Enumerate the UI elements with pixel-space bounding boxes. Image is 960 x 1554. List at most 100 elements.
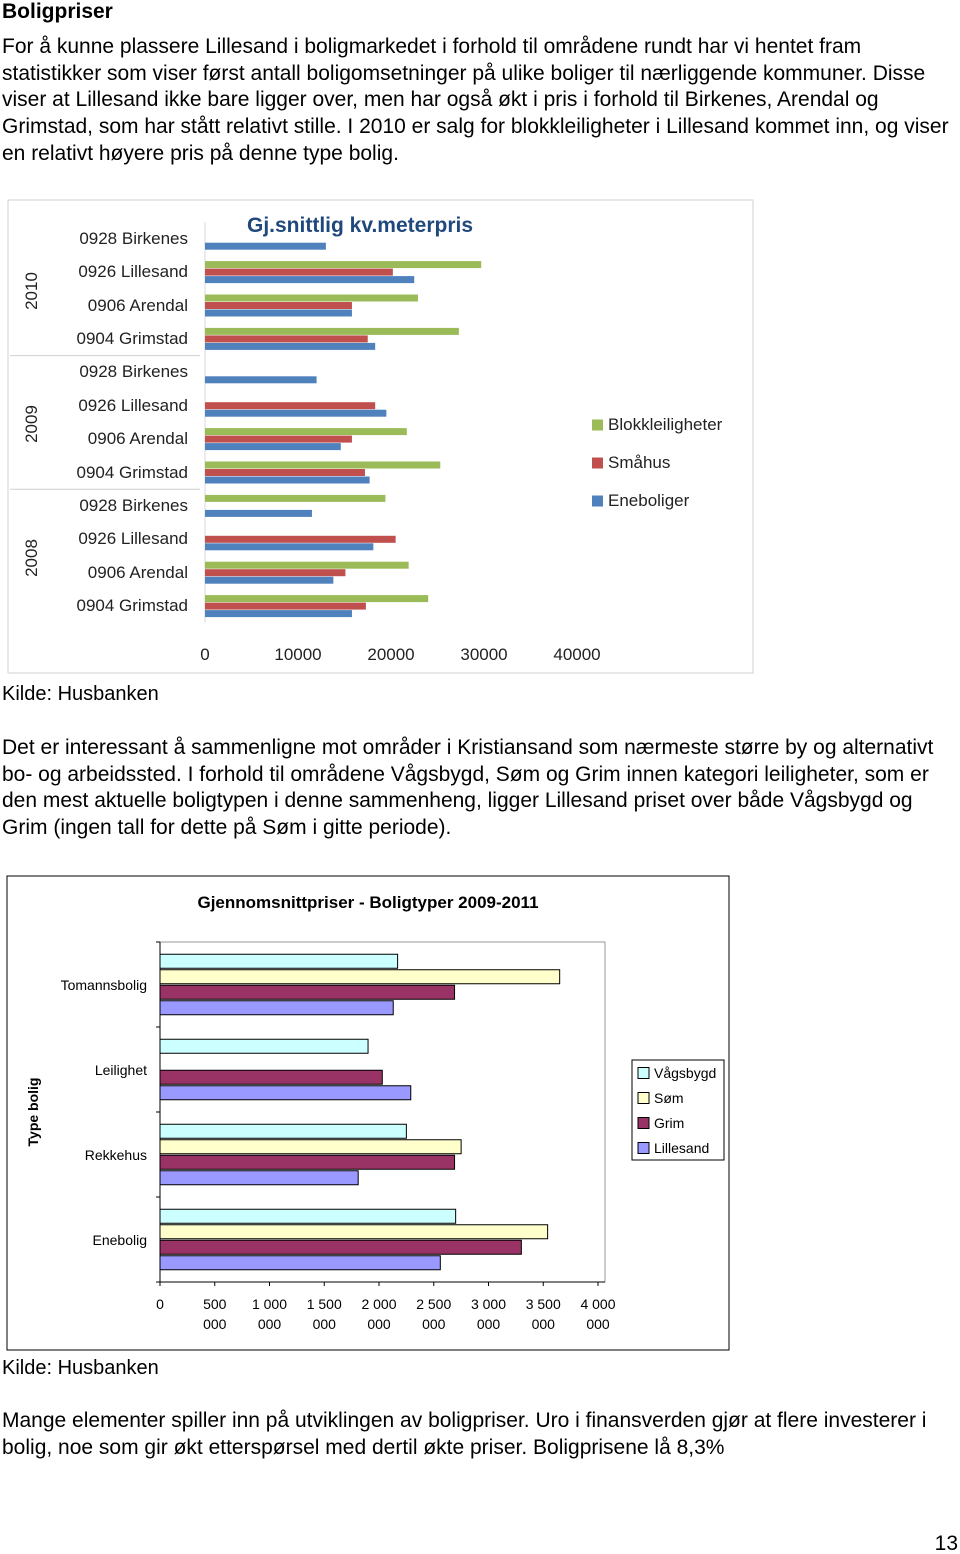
bar <box>205 342 376 350</box>
category-label: Leilighet <box>94 1061 147 1078</box>
group-label: 2009 <box>22 405 41 444</box>
group-label: 2008 <box>22 539 41 577</box>
category-label: 0928 Birkenes <box>79 495 188 515</box>
bar <box>159 969 561 985</box>
legend-swatch <box>592 419 603 431</box>
legend-swatch <box>637 1067 650 1079</box>
paragraph: Det er interessant å sammenligne mot omr… <box>2 736 934 840</box>
source: Kilde: Husbanken <box>2 683 159 705</box>
legend-swatch <box>592 495 603 507</box>
x-tick-label: 1 500 000 <box>306 1296 342 1332</box>
x-tick-label: 4 000 000 <box>580 1296 616 1332</box>
bar <box>159 1224 549 1240</box>
bar <box>205 469 365 476</box>
bar <box>205 494 386 502</box>
category-label: 0928 Birkenes <box>79 228 188 248</box>
legend-swatch <box>637 1142 650 1154</box>
bar <box>205 461 441 469</box>
bar <box>205 610 352 618</box>
legend-label: Søm <box>654 1090 684 1106</box>
category-label: 0926 Lillesand <box>78 529 188 549</box>
bar <box>205 476 370 484</box>
chart-border <box>6 875 730 1351</box>
bar <box>205 509 312 517</box>
bar <box>205 595 429 603</box>
bar <box>159 1085 412 1101</box>
chart-title: Gjennomsnittpriser - Boligtyper 2009-201… <box>197 893 539 912</box>
x-tick-label: 10000 <box>274 645 322 664</box>
bar <box>205 602 366 610</box>
legend-label: Grim <box>654 1115 685 1131</box>
legend-label: Eneboliger <box>608 491 690 510</box>
category-label: 0906 Arendal <box>87 562 188 582</box>
bar <box>159 984 456 1000</box>
bar <box>205 409 387 417</box>
bar <box>205 268 393 276</box>
bar <box>159 1139 462 1155</box>
bar <box>205 402 376 410</box>
bar <box>159 1208 457 1224</box>
x-tick-label: 0 <box>156 1296 164 1312</box>
x-tick-label: 20000 <box>367 645 415 664</box>
category-label: 0906 Arendal <box>87 295 188 315</box>
page-number: 13 <box>934 1532 958 1554</box>
bar <box>205 443 341 451</box>
x-tick-label: 30000 <box>460 645 508 664</box>
category-label: Tomannsbolig <box>60 976 147 993</box>
bar <box>205 335 368 343</box>
bar <box>159 1239 522 1255</box>
x-tick-label: 3 000 000 <box>470 1296 507 1332</box>
bar <box>205 376 317 384</box>
x-tick-label: 0 <box>200 645 210 664</box>
bar <box>205 302 352 309</box>
group-label: 2010 <box>22 271 41 310</box>
legend-label: Lillesand <box>654 1140 710 1156</box>
bar <box>159 1069 383 1085</box>
x-tick-label: 500 000 <box>203 1296 227 1332</box>
bar <box>159 1154 456 1170</box>
bar <box>205 561 409 569</box>
legend-label: Småhus <box>608 453 671 472</box>
legend-swatch <box>637 1092 650 1104</box>
x-tick-label: 3 500 000 <box>525 1296 561 1332</box>
bar <box>159 1255 441 1271</box>
bar <box>159 1170 359 1186</box>
category-label: 0904 Grimstad <box>76 328 189 348</box>
legend-box <box>631 1059 725 1161</box>
category-label: 0906 Arendal <box>87 429 188 449</box>
bar <box>205 428 407 436</box>
paragraph: For å kunne plassere Lillesand i boligma… <box>2 35 949 165</box>
legend-swatch <box>637 1117 650 1129</box>
chart-title: Gj.snittlig kv.meterpris <box>246 214 474 237</box>
bar <box>205 435 352 443</box>
bar <box>205 327 459 335</box>
source: Kilde: Husbanken <box>2 1357 159 1379</box>
paragraph: Mange elementer spiller inn på utvikling… <box>2 1409 927 1459</box>
chart-border <box>7 199 754 674</box>
legend-label: Vågsbygd <box>654 1065 717 1081</box>
category-label: Rekkehus <box>84 1146 147 1163</box>
category-label: Enebolig <box>92 1231 148 1248</box>
bar <box>159 1000 394 1016</box>
bar <box>159 1123 407 1139</box>
x-tick-label: 2 000 000 <box>361 1296 397 1332</box>
bar <box>159 1038 369 1054</box>
x-tick-label: 1 000 000 <box>251 1296 288 1332</box>
category-label: 0904 Grimstad <box>76 596 189 616</box>
x-tick-label: 2 500 000 <box>416 1296 452 1332</box>
category-label: 0904 Grimstad <box>76 462 189 482</box>
bar <box>159 953 399 969</box>
bar <box>205 576 334 584</box>
bar <box>205 261 482 269</box>
y-axis-label: Type bolig <box>25 1077 41 1147</box>
bar <box>205 294 418 302</box>
category-label: 0926 Lillesand <box>78 262 188 282</box>
legend-swatch <box>592 457 603 469</box>
bar <box>205 242 326 250</box>
legend-label: Blokkleiligheter <box>608 415 723 434</box>
heading: Boligpriser <box>2 0 113 23</box>
category-label: 0928 Birkenes <box>79 362 188 382</box>
bar <box>205 276 415 284</box>
